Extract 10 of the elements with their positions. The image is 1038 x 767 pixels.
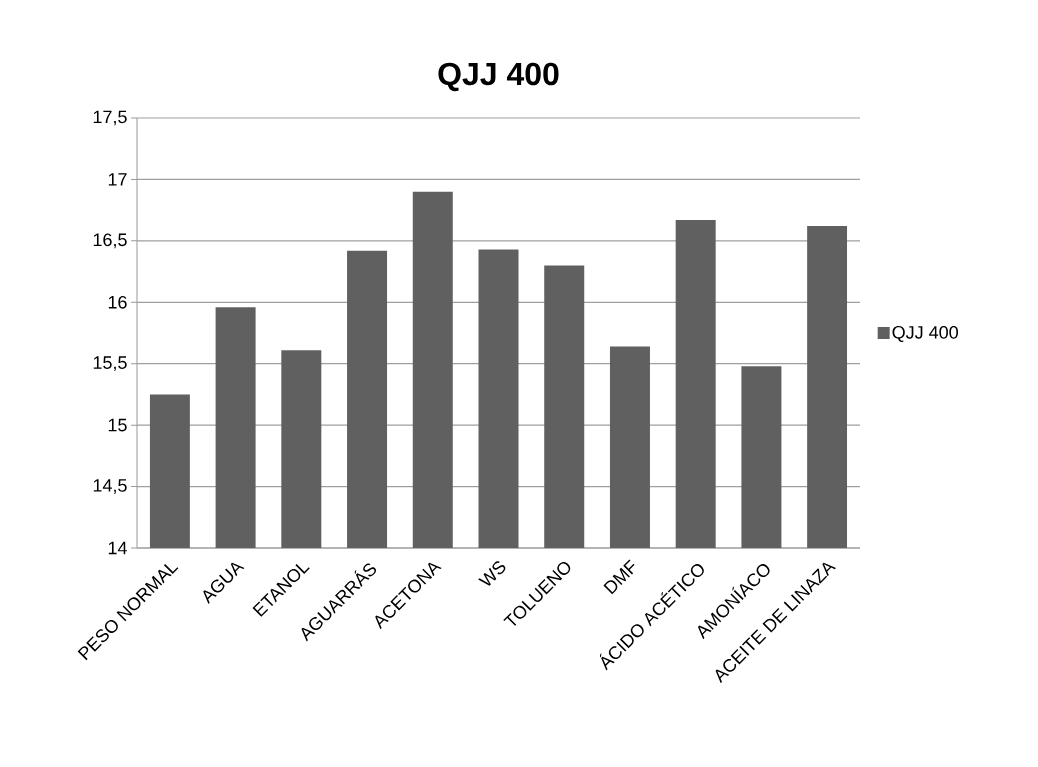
chart-title: QJJ 400: [438, 62, 559, 92]
legend-label: QJJ 400: [892, 325, 958, 342]
y-tick-label: 14,5: [93, 479, 127, 494]
y-tick-label: 15,5: [93, 356, 127, 372]
y-tick-label: 16: [108, 295, 127, 309]
y-tick-label: 17: [108, 173, 127, 186]
y-tick-label: 14: [108, 541, 127, 555]
y-tick-label: 17,5: [93, 110, 127, 126]
y-tick-label: 15: [108, 418, 127, 432]
y-tick-label: 16,5: [93, 233, 127, 249]
